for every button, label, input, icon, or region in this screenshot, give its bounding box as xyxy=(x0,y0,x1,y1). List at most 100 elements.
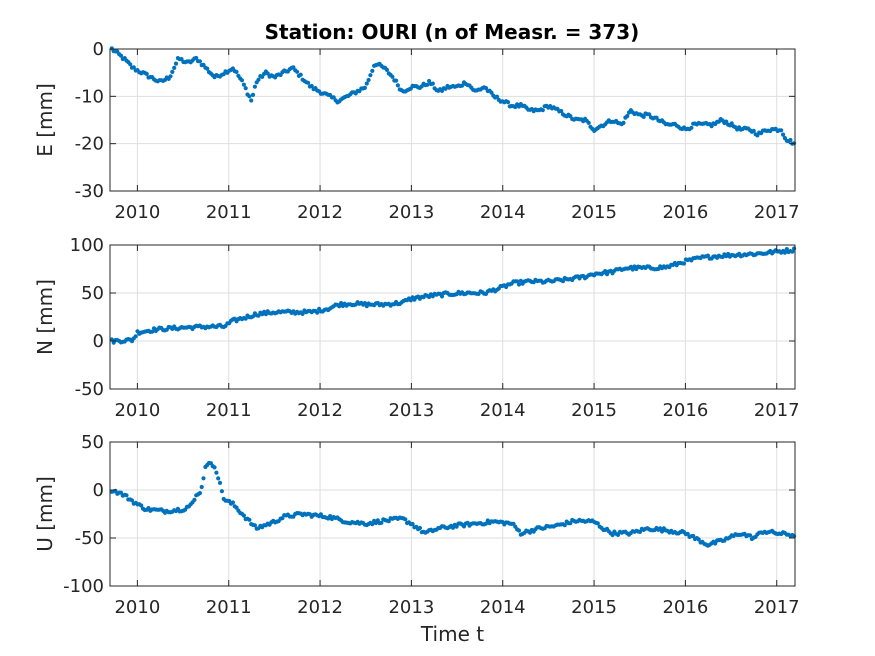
data-point xyxy=(689,125,694,130)
data-point xyxy=(118,53,124,58)
data-point xyxy=(201,476,206,481)
data-point xyxy=(494,94,500,99)
data-point xyxy=(696,537,701,542)
data-point xyxy=(124,493,129,498)
data-point xyxy=(205,66,210,71)
data-point xyxy=(309,83,314,89)
y-tick-label: -50 xyxy=(75,528,104,549)
data-point xyxy=(368,73,373,78)
data-point xyxy=(610,532,615,538)
data-point xyxy=(615,532,621,538)
plot-area-n xyxy=(110,245,795,389)
y-tick-label: -20 xyxy=(75,134,104,155)
data-point xyxy=(779,128,784,133)
y-axis-label-n: N [mm] xyxy=(33,279,57,355)
plot-area-e xyxy=(110,49,795,191)
data-point xyxy=(150,329,155,334)
data-point xyxy=(250,92,256,97)
data-point xyxy=(234,505,239,510)
y-tick-label: -50 xyxy=(75,379,104,400)
data-point xyxy=(362,301,367,306)
data-point xyxy=(559,108,564,114)
data-point xyxy=(252,523,257,528)
data-point xyxy=(131,65,136,70)
x-tick-label: 2017 xyxy=(754,202,800,223)
data-point xyxy=(366,77,371,83)
data-point xyxy=(298,72,303,77)
data-point xyxy=(625,114,630,119)
x-tick-label: 2012 xyxy=(297,202,343,223)
x-tick-label: 2015 xyxy=(571,400,617,421)
data-point xyxy=(410,521,415,527)
y-tick-label: -30 xyxy=(75,181,104,202)
x-tick-label: 2012 xyxy=(297,400,343,421)
y-tick-label: 0 xyxy=(93,480,104,501)
data-point xyxy=(595,521,600,526)
data-point xyxy=(214,470,219,475)
y-axis-label-u: U [mm] xyxy=(33,476,57,552)
data-point xyxy=(788,137,793,143)
data-point xyxy=(243,86,248,91)
x-tick-label: 2015 xyxy=(571,597,617,618)
x-tick-label: 2014 xyxy=(480,202,526,223)
figure-title: Station: OURI (n of Measr. = 373) xyxy=(265,20,640,44)
data-point xyxy=(128,62,133,67)
data-point xyxy=(139,503,144,508)
data-point xyxy=(212,465,217,470)
data-point xyxy=(300,311,305,316)
data-point xyxy=(306,80,311,85)
x-tick-label: 2015 xyxy=(571,202,617,223)
data-point xyxy=(782,250,788,255)
data-point xyxy=(748,533,753,538)
data-point xyxy=(560,279,566,284)
x-tick-label: 2017 xyxy=(754,597,800,618)
x-tick-label: 2017 xyxy=(754,400,800,421)
data-point xyxy=(586,120,591,125)
y-axis-label-e: E [mm] xyxy=(33,83,57,157)
x-tick-label: 2016 xyxy=(662,400,708,421)
data-point xyxy=(540,108,545,113)
data-point xyxy=(217,480,223,485)
x-tick-label: 2013 xyxy=(388,400,434,421)
data-point xyxy=(658,526,663,531)
x-tick-label: 2012 xyxy=(297,597,343,618)
x-tick-label: 2016 xyxy=(662,597,708,618)
data-point xyxy=(247,517,252,522)
data-point xyxy=(256,77,261,82)
data-point xyxy=(173,61,179,66)
series-e xyxy=(109,46,797,146)
data-point xyxy=(460,83,465,88)
data-point xyxy=(425,82,430,87)
data-point xyxy=(562,523,567,528)
data-point xyxy=(751,128,756,133)
x-tick-label: 2014 xyxy=(480,400,526,421)
data-point xyxy=(685,531,690,536)
data-point xyxy=(724,119,729,124)
data-point xyxy=(483,521,489,526)
x-axis-label: Time t xyxy=(420,622,484,646)
data-point xyxy=(249,98,254,103)
data-point xyxy=(641,114,646,119)
y-tick-label: -10 xyxy=(75,86,104,107)
data-point xyxy=(252,84,257,89)
data-point xyxy=(681,261,687,266)
y-tick-label: -100 xyxy=(63,576,104,597)
data-point xyxy=(439,294,445,299)
data-point xyxy=(370,68,375,73)
data-point xyxy=(172,65,177,70)
series-u xyxy=(109,460,797,548)
data-point xyxy=(516,282,522,287)
data-point xyxy=(516,528,522,533)
data-point xyxy=(170,69,175,74)
data-point xyxy=(197,59,202,64)
data-point xyxy=(384,67,389,72)
data-point xyxy=(417,525,422,531)
data-point xyxy=(168,74,173,79)
data-point xyxy=(199,484,204,490)
axes-box-e xyxy=(109,48,796,192)
data-point xyxy=(192,497,197,502)
data-point xyxy=(454,524,459,529)
data-point xyxy=(247,94,252,99)
data-point xyxy=(430,81,435,86)
